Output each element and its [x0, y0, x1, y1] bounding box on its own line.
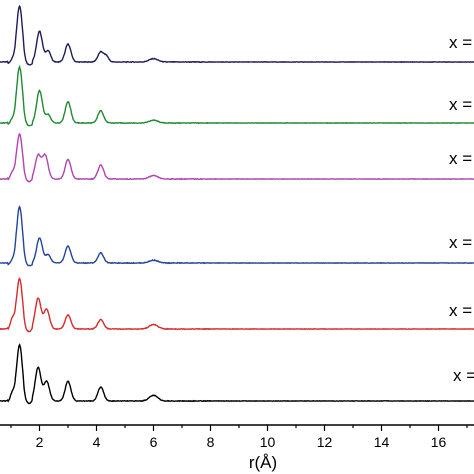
legend-label-2: x = [449, 95, 472, 114]
series-line-2 [0, 64, 474, 127]
x-tick-label: 2 [36, 434, 44, 450]
x-tick-label: 6 [150, 434, 158, 450]
x-tick-label: 4 [93, 434, 101, 450]
series-line-3 [0, 132, 474, 183]
series-line-1 [0, 4, 474, 66]
x-axis-title: r(Å) [249, 453, 277, 472]
series-line-5 [0, 277, 474, 333]
legend-label-5: x = [449, 301, 472, 320]
x-axis-ticks: 2 4 6 8 10 12 14 16 [10, 425, 468, 450]
legend-label-3: x = [449, 149, 472, 168]
x-tick-label: 16 [431, 434, 447, 450]
legend-label-6: x = [453, 366, 474, 385]
plot-lines [0, 4, 474, 405]
legend-label-1: x = [449, 33, 472, 52]
legend-label-4: x = [449, 233, 472, 252]
x-tick-label: 12 [317, 434, 333, 450]
x-tick-label: 14 [374, 434, 390, 450]
x-tick-label: 8 [207, 434, 215, 450]
series-line-4 [0, 205, 474, 267]
x-tick-label: 10 [260, 434, 276, 450]
series-line-6 [0, 343, 474, 405]
legend: x = x = x = x = x = x = [449, 33, 474, 385]
